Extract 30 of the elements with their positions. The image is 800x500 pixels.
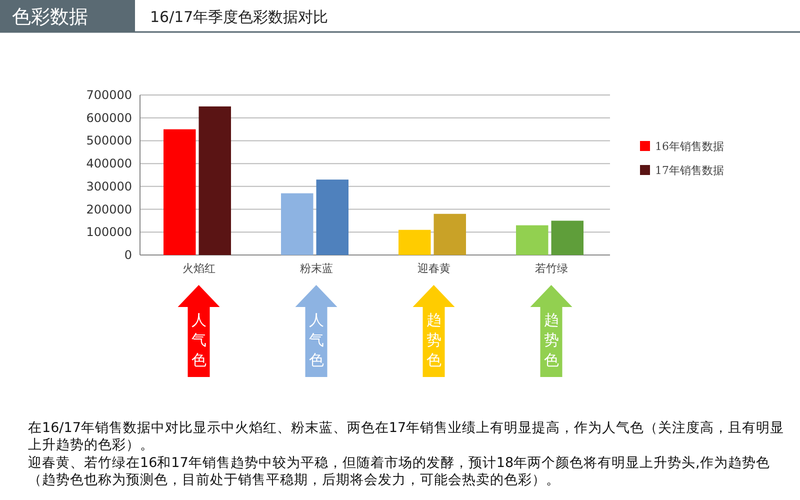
bar xyxy=(516,225,548,255)
bar xyxy=(434,214,466,255)
y-tick-label: 500000 xyxy=(86,134,132,148)
text: 在16/17年销售数据中对比显示中火焰红、粉末蓝、两色在17年销售业绩上有明显提高，作为人气色（关注度高，且有明显上升趋势的色彩）。 xyxy=(28,420,786,454)
y-tick-label: 100000 xyxy=(86,225,132,240)
text: 人气色 xyxy=(308,311,324,369)
bar xyxy=(198,106,231,255)
legend-label: 16年销售数据 xyxy=(655,140,724,153)
legend-label: 17年销售数据 xyxy=(655,164,724,177)
x-tick-label: 火焰红 xyxy=(182,262,216,275)
y-tick-label: 200000 xyxy=(86,202,132,216)
text: 趋势色 xyxy=(426,311,442,369)
text: 迎春黄、若竹绿在16和17年销售趋势中较为平稳，但随着市场的发酵，预计18年两个颜色将有明显上升势头,作为趋势色（趋势色也称为预测色，目前处于销售平稳期，后期将会发力，可能会热卖的色彩）。 xyxy=(28,455,771,489)
x-tick-label: 粉末蓝 xyxy=(300,262,333,275)
y-tick-label: 300000 xyxy=(86,179,132,194)
bar xyxy=(281,193,314,255)
bar xyxy=(551,220,584,255)
bar xyxy=(164,129,196,255)
y-tick-label: 700000 xyxy=(86,88,132,102)
y-tick-label: 0 xyxy=(124,248,132,262)
x-tick-label: 若竹绿 xyxy=(534,262,568,275)
text: 人气色 xyxy=(191,311,206,369)
text: 趋势色 xyxy=(544,311,559,369)
bar xyxy=(398,230,431,255)
y-tick-label: 400000 xyxy=(86,156,132,171)
x-tick-label: 迎春黄 xyxy=(417,262,450,275)
y-tick-label: 600000 xyxy=(86,110,132,125)
chart-subtitle: 色彩数据 xyxy=(12,6,88,28)
bar xyxy=(316,180,348,255)
chart-title: 16/17年季度色彩数据对比 xyxy=(150,8,328,26)
